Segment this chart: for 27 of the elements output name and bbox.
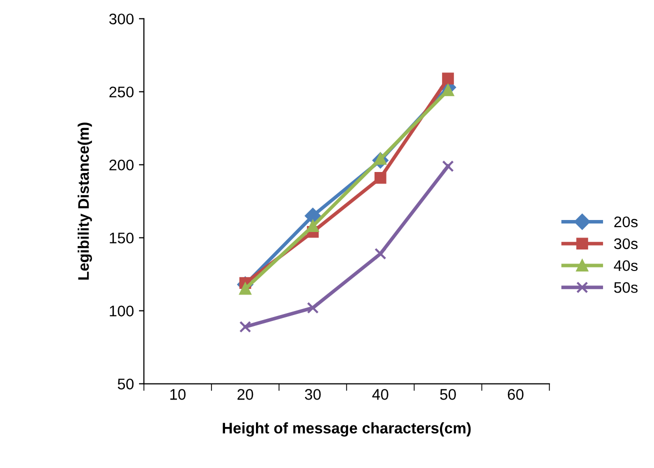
y-tick-label: 150 <box>110 232 134 244</box>
x-tick-label: 30 <box>304 389 321 400</box>
x-tick-label: 50 <box>440 389 456 400</box>
legend-label: 40s <box>614 260 638 272</box>
y-axis-title: Legibility Distance(m) <box>78 122 92 280</box>
x-tick-label: 20 <box>238 389 254 400</box>
legend-label: 20s <box>614 216 638 228</box>
point <box>306 302 319 314</box>
x-tick-label: 10 <box>170 389 186 400</box>
y-tick-label: 250 <box>109 86 134 98</box>
legend-label: 50s <box>614 282 638 293</box>
point <box>442 160 454 172</box>
point <box>374 248 386 260</box>
x-tick-label: 60 <box>508 389 524 400</box>
legend-label: 30s <box>614 238 638 250</box>
point <box>442 72 454 84</box>
y-tick-label: 300 <box>109 14 134 24</box>
y-tick-label: 50 <box>118 378 134 390</box>
y-tick-label: 200 <box>109 160 134 170</box>
y-tick-label: 100 <box>110 306 134 316</box>
x-tick-label: 40 <box>372 389 388 400</box>
point <box>442 84 454 96</box>
point <box>304 208 321 224</box>
point <box>306 220 319 232</box>
x-axis-title: Height of message characters(cm) <box>222 422 471 437</box>
point <box>239 320 252 333</box>
point <box>374 172 386 184</box>
